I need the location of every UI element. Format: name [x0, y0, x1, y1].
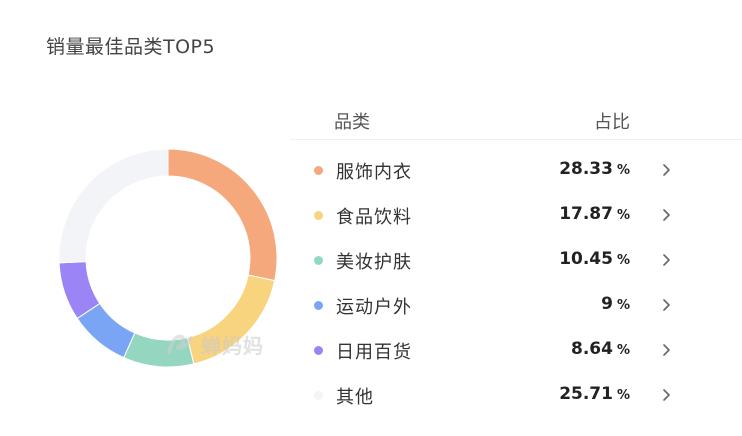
table-rows: 服饰内衣 28.33% 食品饮料 17.87% 美妆护肤 10.45% 运动户外 9% 日用百货…	[290, 148, 742, 418]
watermark: 蝉妈妈	[165, 330, 264, 359]
share-number: 25.71	[559, 384, 613, 404]
percent-sign: %	[616, 298, 630, 313]
legend-dot	[314, 256, 323, 265]
legend-dot	[314, 301, 323, 310]
share-number: 10.45	[559, 249, 613, 269]
table-row[interactable]: 服饰内衣 28.33%	[290, 148, 742, 193]
percent-sign: %	[616, 253, 630, 268]
share-value: 9%	[601, 294, 630, 314]
category-table: 品类 占比 服饰内衣 28.33% 食品饮料 17.87% 美妆护肤 10.45% 运动户外…	[290, 96, 742, 418]
table-row[interactable]: 其他 25.71%	[290, 373, 742, 418]
chevron-right-icon[interactable]	[660, 251, 674, 269]
percent-sign: %	[616, 208, 630, 223]
percent-sign: %	[616, 163, 630, 178]
chevron-right-icon[interactable]	[660, 386, 674, 404]
chart-title: 销量最佳品类TOP5	[46, 36, 216, 58]
share-number: 17.87	[559, 204, 613, 224]
share-value: 8.64%	[571, 339, 630, 359]
percent-sign: %	[616, 343, 630, 358]
header-category: 品类	[334, 112, 370, 133]
category-label: 其他	[336, 387, 374, 408]
header-share: 占比	[594, 112, 630, 133]
donut-svg	[58, 148, 278, 368]
category-label: 日用百货	[336, 342, 412, 363]
donut-slice-5[interactable]	[58, 148, 169, 264]
legend-dot	[314, 391, 323, 400]
share-value: 25.71%	[559, 384, 630, 404]
legend-dot	[314, 211, 323, 220]
share-value: 28.33%	[559, 159, 630, 179]
chevron-right-icon[interactable]	[660, 161, 674, 179]
table-row[interactable]: 日用百货 8.64%	[290, 328, 742, 373]
percent-sign: %	[616, 388, 630, 403]
legend-dot	[314, 166, 323, 175]
category-label: 美妆护肤	[336, 252, 412, 273]
chevron-right-icon[interactable]	[660, 206, 674, 224]
table-row[interactable]: 美妆护肤 10.45%	[290, 238, 742, 283]
watermark-text: 蝉妈妈	[201, 334, 264, 358]
chevron-right-icon[interactable]	[660, 341, 674, 359]
category-label: 服饰内衣	[336, 162, 412, 183]
share-value: 17.87%	[559, 204, 630, 224]
donut-slice-0[interactable]	[167, 148, 278, 282]
watermark-logo-icon	[167, 334, 193, 354]
legend-dot	[314, 346, 323, 355]
share-number: 8.64	[571, 339, 613, 359]
category-label: 食品饮料	[336, 207, 412, 228]
category-label: 运动户外	[336, 297, 412, 318]
share-number: 28.33	[559, 159, 613, 179]
table-row[interactable]: 食品饮料 17.87%	[290, 193, 742, 238]
table-row[interactable]: 运动户外 9%	[290, 283, 742, 328]
table-header: 品类 占比	[290, 96, 742, 140]
chevron-right-icon[interactable]	[660, 296, 674, 314]
donut-chart	[48, 138, 288, 378]
share-value: 10.45%	[559, 249, 630, 269]
share-number: 9	[601, 294, 613, 314]
